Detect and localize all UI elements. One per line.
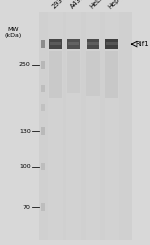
Bar — [41, 40, 45, 48]
Bar — [106, 41, 118, 45]
Bar — [41, 104, 45, 111]
Bar — [41, 85, 45, 92]
Bar — [41, 163, 45, 170]
Bar — [39, 12, 132, 240]
Text: HepG2: HepG2 — [108, 0, 128, 10]
Bar — [49, 39, 62, 49]
Bar — [105, 51, 118, 98]
Bar — [105, 39, 118, 49]
Text: 293T: 293T — [51, 0, 67, 10]
Text: 250: 250 — [19, 62, 31, 67]
Bar — [87, 41, 99, 45]
Bar — [87, 39, 99, 49]
Bar — [67, 39, 80, 49]
Bar — [50, 41, 61, 45]
Bar — [105, 12, 119, 240]
Bar — [41, 203, 45, 211]
Bar — [49, 51, 62, 98]
Text: 100: 100 — [19, 164, 31, 169]
Bar — [86, 12, 100, 240]
Text: 70: 70 — [23, 205, 31, 209]
Bar — [66, 12, 81, 240]
Bar — [48, 12, 63, 240]
Bar — [67, 51, 80, 93]
Bar — [41, 127, 45, 135]
Text: Rif1: Rif1 — [136, 41, 150, 47]
Text: HeLa: HeLa — [89, 0, 105, 10]
Text: MW
(kDa): MW (kDa) — [4, 27, 21, 38]
Bar — [68, 41, 79, 45]
Text: 130: 130 — [19, 129, 31, 134]
Text: A431: A431 — [69, 0, 85, 10]
Bar — [87, 51, 100, 96]
Bar — [41, 61, 45, 69]
